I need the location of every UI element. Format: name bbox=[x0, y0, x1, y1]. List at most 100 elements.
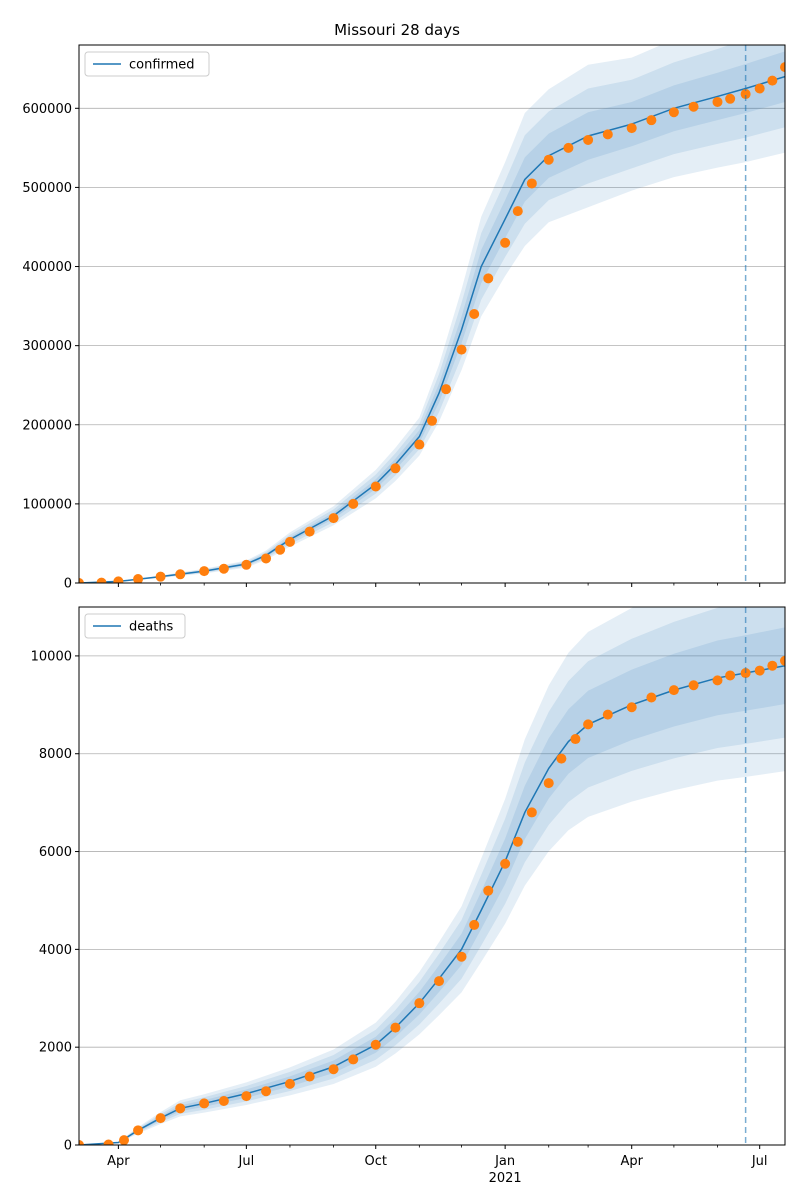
legend-box bbox=[84, 613, 186, 639]
observed-point bbox=[96, 577, 107, 583]
y-tick-label: 0 bbox=[64, 1139, 72, 1154]
observed-point bbox=[583, 719, 594, 730]
x-year-label: 2021 bbox=[489, 1171, 522, 1186]
y-tick-label: 100000 bbox=[22, 497, 72, 512]
uncertainty-band-outer bbox=[79, 607, 785, 1145]
x-tick-label: Oct bbox=[365, 1154, 387, 1169]
observed-point bbox=[275, 544, 286, 555]
observed-point bbox=[119, 1135, 129, 1145]
legend-label: confirmed bbox=[129, 58, 195, 73]
uncertainty-band-middle bbox=[79, 607, 785, 1145]
observed-point bbox=[133, 574, 144, 583]
y-tick-label: 8000 bbox=[39, 747, 72, 762]
observed-point bbox=[688, 101, 699, 112]
observed-point bbox=[712, 675, 723, 686]
observed-point bbox=[241, 1091, 252, 1102]
observed-point bbox=[712, 96, 723, 107]
x-tick-label: Jul bbox=[751, 1154, 768, 1169]
plot-content bbox=[79, 607, 785, 1145]
observed-point bbox=[261, 553, 272, 564]
legend: confirmed bbox=[84, 51, 210, 77]
axes-frame bbox=[78, 606, 786, 1146]
observed-point bbox=[526, 807, 537, 818]
observed-point bbox=[456, 951, 467, 962]
observed-point bbox=[780, 655, 785, 666]
observed-point bbox=[103, 1139, 114, 1145]
observed-point bbox=[434, 976, 445, 987]
observed-point bbox=[370, 481, 381, 492]
observed-point bbox=[725, 670, 736, 681]
legend: deaths bbox=[84, 613, 186, 639]
y-tick-label: 4000 bbox=[39, 943, 72, 958]
y-tick-label: 500000 bbox=[22, 181, 72, 196]
observed-point bbox=[218, 1095, 229, 1106]
observed-point bbox=[754, 665, 765, 676]
x-tick-label: Jul bbox=[238, 1154, 255, 1169]
observed-point bbox=[328, 513, 339, 524]
observed-point bbox=[767, 75, 778, 86]
y-tick-label: 6000 bbox=[39, 845, 72, 860]
observed-point bbox=[155, 1113, 166, 1124]
observed-point bbox=[414, 439, 425, 450]
observed-point bbox=[241, 559, 252, 570]
observed-point bbox=[725, 93, 736, 104]
observed-point bbox=[483, 273, 494, 284]
observed-point bbox=[602, 129, 613, 140]
legend-label: deaths bbox=[129, 620, 174, 635]
observed-point bbox=[500, 858, 511, 869]
observed-point bbox=[304, 1071, 315, 1082]
observed-point bbox=[563, 142, 574, 153]
observed-point bbox=[390, 1022, 401, 1033]
observed-point bbox=[175, 569, 186, 580]
panel-deaths: 0 2000 4000 6000 8000 10000 Apr Jul Oct Jan Apr Jul… bbox=[31, 606, 786, 1186]
observed-point bbox=[370, 1039, 381, 1050]
observed-point bbox=[526, 178, 537, 189]
observed-point bbox=[543, 154, 554, 165]
observed-point bbox=[199, 566, 210, 577]
observed-point bbox=[469, 309, 480, 319]
observed-point bbox=[304, 526, 315, 537]
y-tick-label: 600000 bbox=[22, 102, 72, 117]
y-tick-label: 300000 bbox=[22, 339, 72, 354]
observed-point bbox=[284, 536, 295, 547]
observed-point bbox=[754, 83, 765, 94]
x-tick-label: Jan bbox=[494, 1154, 515, 1169]
observed-point bbox=[348, 1054, 359, 1065]
observed-point bbox=[133, 1125, 144, 1136]
observed-point bbox=[261, 1086, 272, 1097]
observed-point bbox=[113, 576, 124, 583]
observed-point bbox=[348, 498, 359, 509]
observed-point bbox=[583, 134, 594, 145]
observed-point bbox=[199, 1098, 210, 1109]
observed-point bbox=[155, 571, 166, 582]
x-tick-label: Apr bbox=[107, 1154, 130, 1169]
observed-point bbox=[602, 709, 613, 720]
y-tick-label: 10000 bbox=[31, 649, 72, 664]
observed-point bbox=[780, 62, 785, 73]
axes-frame bbox=[78, 44, 786, 584]
observed-point bbox=[441, 384, 452, 395]
panel-confirmed: 0 100000 200000 300000 400000 500000 600000 con… bbox=[22, 44, 786, 592]
observed-point bbox=[175, 1103, 186, 1114]
chart-title: Missouri 28 days bbox=[334, 21, 460, 39]
observed-point bbox=[414, 998, 425, 1009]
observed-point bbox=[626, 123, 637, 134]
observed-point bbox=[668, 685, 679, 696]
observed-point bbox=[626, 702, 637, 713]
observed-point bbox=[688, 680, 699, 691]
observed-point bbox=[328, 1064, 339, 1075]
observed-point bbox=[740, 668, 751, 679]
observed-point bbox=[218, 563, 229, 574]
observed-point bbox=[668, 107, 679, 118]
y-tick-label: 0 bbox=[64, 577, 72, 592]
observed-point bbox=[456, 344, 467, 355]
plot-content bbox=[79, 45, 785, 583]
observed-point bbox=[646, 692, 657, 703]
observed-point bbox=[767, 660, 778, 671]
observed-point bbox=[512, 836, 523, 847]
model-line-confirmed bbox=[79, 75, 785, 583]
observed-point bbox=[427, 415, 437, 426]
observed-point bbox=[556, 753, 567, 764]
